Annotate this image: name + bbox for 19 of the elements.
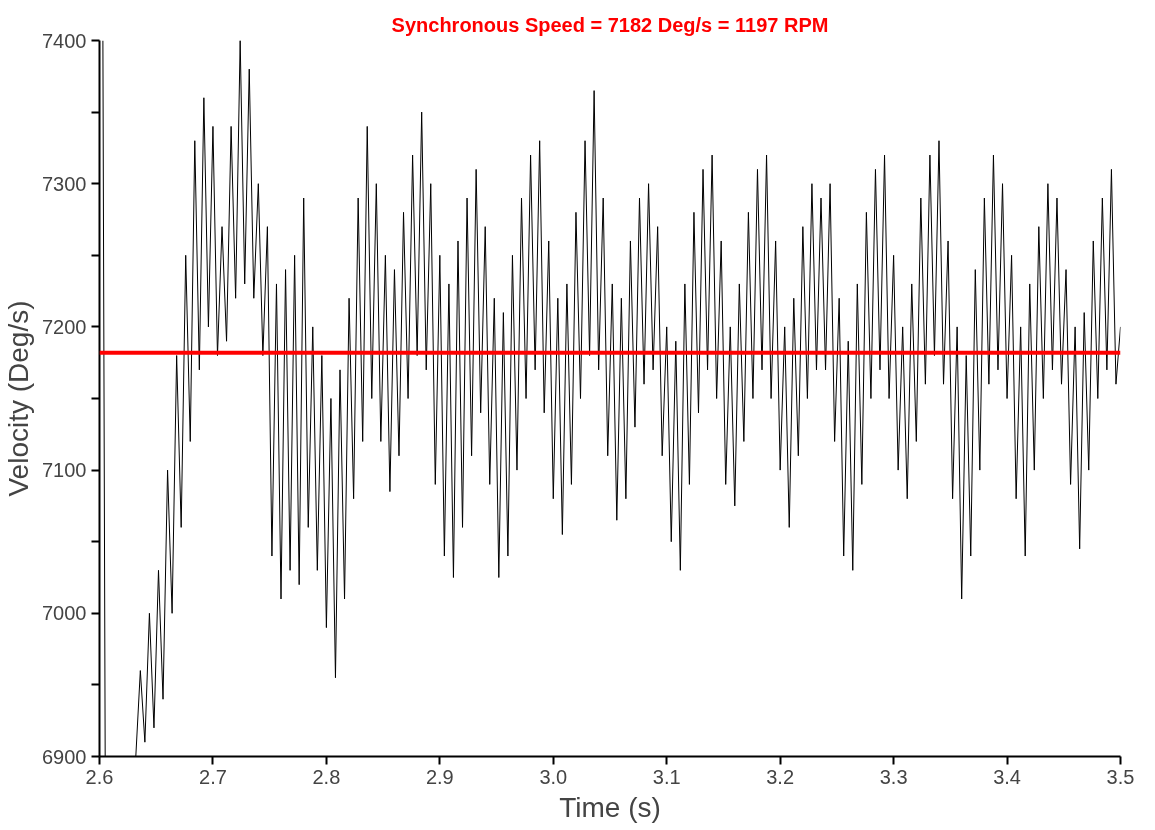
x-tick-label: 3.3 bbox=[879, 765, 908, 788]
y-tick-label: 6900 bbox=[42, 745, 87, 768]
x-tick-label: 2.8 bbox=[312, 765, 341, 788]
x-tick-label: 2.9 bbox=[425, 765, 454, 788]
x-tick-label: 3.1 bbox=[652, 765, 681, 788]
x-tick-label: 2.7 bbox=[199, 765, 227, 788]
y-axis-title: Velocity (Deg/s) bbox=[3, 300, 35, 497]
y-tick-label: 7400 bbox=[42, 29, 87, 52]
x-tick-label: 2.6 bbox=[85, 765, 114, 788]
y-tick-label: 7200 bbox=[42, 315, 87, 338]
y-tick-label: 7300 bbox=[42, 172, 87, 195]
x-axis-title: Time (s) bbox=[559, 791, 661, 823]
ref-line-label: Synchronous Speed = 7182 Deg/s = 1197 RPM bbox=[391, 13, 829, 36]
x-tick-label: 3.4 bbox=[993, 765, 1021, 788]
y-tick-label: 7000 bbox=[42, 602, 87, 625]
x-tick-label: 3.2 bbox=[766, 765, 795, 788]
x-tick-label: 3.5 bbox=[1106, 765, 1135, 788]
x-tick-label: 3.0 bbox=[539, 765, 568, 788]
y-tick-label: 7100 bbox=[42, 459, 87, 482]
